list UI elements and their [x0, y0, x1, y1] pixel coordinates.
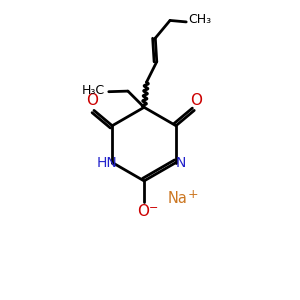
- Text: N: N: [176, 155, 187, 170]
- Text: O: O: [86, 94, 98, 109]
- Text: O: O: [190, 94, 202, 109]
- Text: H₃C: H₃C: [82, 84, 105, 97]
- Text: +: +: [188, 188, 198, 201]
- Text: Na: Na: [168, 191, 188, 206]
- Text: −: −: [149, 203, 158, 213]
- Text: CH₃: CH₃: [188, 13, 211, 26]
- Text: HN: HN: [97, 155, 117, 170]
- Text: O: O: [136, 204, 148, 219]
